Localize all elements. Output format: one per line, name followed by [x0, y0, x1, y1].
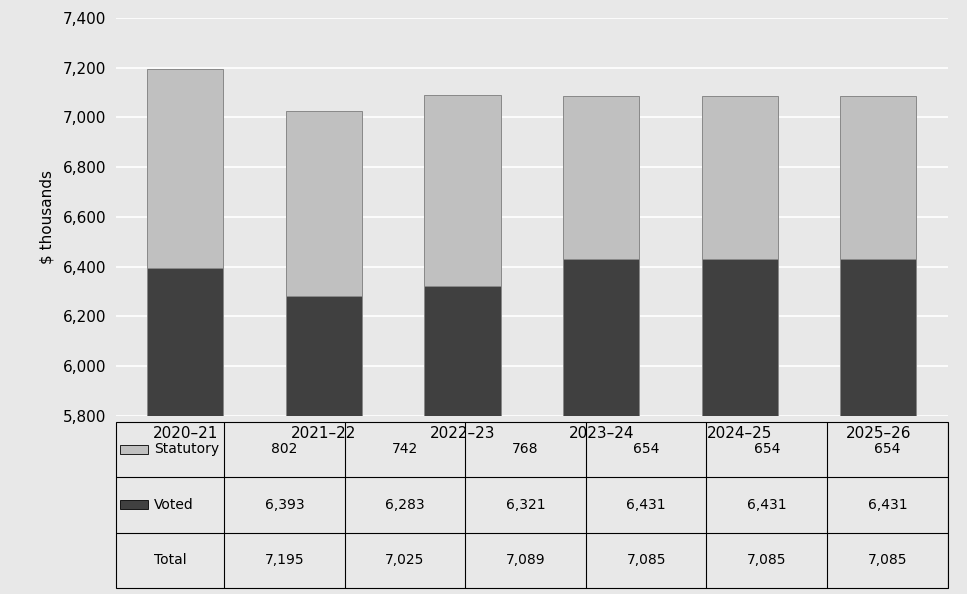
Bar — [425, 286, 501, 594]
Text: 7,025: 7,025 — [385, 554, 425, 567]
Bar — [702, 259, 777, 594]
Text: 7,089: 7,089 — [506, 554, 545, 567]
Text: 6,283: 6,283 — [385, 498, 425, 512]
Bar — [120, 500, 148, 510]
Bar — [286, 111, 362, 296]
Bar — [840, 96, 917, 259]
Y-axis label: $ thousands: $ thousands — [40, 170, 54, 264]
Text: 6,321: 6,321 — [506, 498, 545, 512]
Text: 654: 654 — [633, 443, 659, 456]
Text: Voted: Voted — [155, 498, 194, 512]
Text: 742: 742 — [392, 443, 418, 456]
Text: 6,431: 6,431 — [627, 498, 666, 512]
Text: 7,085: 7,085 — [627, 554, 666, 567]
Bar — [147, 268, 223, 594]
Bar — [147, 69, 223, 268]
Text: 6,431: 6,431 — [867, 498, 907, 512]
Bar — [120, 445, 148, 454]
Text: Total: Total — [154, 554, 187, 567]
Text: 768: 768 — [513, 443, 539, 456]
Text: 7,195: 7,195 — [265, 554, 305, 567]
Bar — [286, 296, 362, 594]
Text: Statutory: Statutory — [155, 443, 220, 456]
Text: 802: 802 — [272, 443, 298, 456]
Bar — [840, 259, 917, 594]
Bar — [702, 96, 777, 259]
Bar — [425, 95, 501, 286]
Text: 654: 654 — [753, 443, 780, 456]
Text: 654: 654 — [874, 443, 900, 456]
Bar — [563, 96, 639, 259]
Text: 6,393: 6,393 — [265, 498, 305, 512]
Text: 6,431: 6,431 — [747, 498, 786, 512]
Text: 7,085: 7,085 — [867, 554, 907, 567]
Text: 7,085: 7,085 — [747, 554, 786, 567]
Bar — [563, 259, 639, 594]
